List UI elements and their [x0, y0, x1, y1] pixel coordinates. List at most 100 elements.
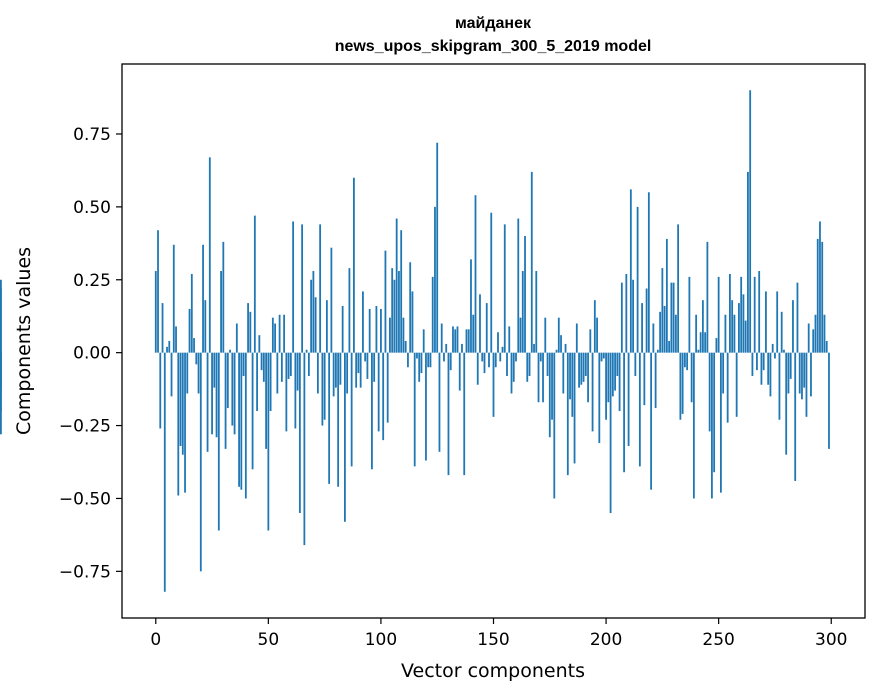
chart-title: майданек: [455, 15, 532, 32]
bar: [325, 300, 328, 353]
bar: [407, 352, 409, 368]
bar: [587, 352, 589, 403]
bar: [170, 352, 173, 397]
bar: [792, 300, 794, 353]
x-axis-ticks: 0 50 100 150 200 250 300: [150, 618, 847, 650]
bar: [404, 341, 407, 353]
bar: [535, 271, 538, 353]
bar: [825, 341, 828, 353]
bar: [474, 195, 477, 353]
bars-group: [0, 90, 830, 592]
bar: [334, 352, 337, 388]
bar: [810, 352, 812, 397]
bar: [528, 352, 531, 376]
bar: [562, 352, 565, 394]
bar: [305, 349, 308, 353]
bar: [316, 352, 319, 394]
bar: [267, 352, 270, 531]
x-tick-label: 50: [258, 630, 280, 650]
bar: [521, 271, 524, 353]
bar: [643, 352, 646, 406]
bar: [492, 352, 495, 417]
bar: [344, 352, 346, 522]
bar: [0, 352, 2, 411]
bar: [533, 343, 535, 353]
bar: [321, 352, 324, 426]
bar: [609, 352, 612, 514]
bar: [751, 352, 754, 376]
bar: [526, 352, 529, 382]
bar: [411, 291, 414, 353]
bar: [524, 236, 526, 353]
bar: [688, 276, 691, 353]
bar: [744, 320, 747, 353]
bar: [738, 303, 740, 353]
bar: [393, 279, 396, 353]
bar: [452, 326, 454, 353]
plot-frame: [121, 63, 866, 619]
bar: [350, 352, 353, 467]
bar: [758, 271, 761, 353]
bar: [801, 352, 803, 400]
bar: [553, 352, 556, 499]
bar: [362, 291, 364, 353]
x-tick-label: 100: [365, 630, 397, 650]
bar: [717, 276, 720, 353]
bar: [181, 352, 184, 455]
bar: [332, 352, 335, 397]
bar: [154, 271, 157, 353]
bar: [652, 323, 655, 353]
bar: [222, 241, 225, 353]
bar: [260, 352, 263, 371]
bar: [823, 314, 826, 353]
bar: [771, 343, 774, 353]
bar: [213, 352, 216, 388]
bar: [197, 352, 200, 394]
bar: [298, 352, 301, 514]
bar: [515, 352, 517, 362]
x-tick-label: 150: [477, 630, 509, 650]
bar: [605, 352, 607, 420]
bar: [767, 352, 770, 385]
bar: [274, 323, 276, 353]
bar: [681, 352, 684, 414]
bar: [753, 276, 756, 353]
bar: [157, 230, 159, 353]
bar: [380, 308, 382, 353]
bar: [445, 343, 448, 353]
bar: [400, 230, 403, 353]
bar: [341, 306, 344, 353]
bar: [785, 352, 788, 455]
bar: [328, 352, 331, 484]
bar: [690, 352, 693, 403]
bar: [629, 189, 632, 353]
bar: [339, 352, 342, 385]
bar: [416, 352, 418, 359]
bar: [571, 352, 574, 417]
bar: [425, 352, 427, 461]
bar: [548, 352, 551, 438]
bar: [578, 352, 580, 388]
bar: [819, 221, 821, 353]
bar: [418, 352, 421, 382]
bar: [674, 314, 677, 353]
bar: [733, 314, 736, 353]
bar: [330, 247, 333, 353]
bar: [161, 303, 164, 353]
bar: [704, 332, 707, 353]
bar: [539, 352, 542, 362]
bar: [512, 352, 515, 382]
bar: [258, 335, 261, 353]
bar: [438, 352, 441, 452]
bar: [249, 311, 252, 353]
bar: [807, 323, 810, 353]
bar: [749, 90, 752, 353]
bar: [517, 218, 520, 353]
bar: [566, 352, 569, 476]
bar: [794, 352, 797, 481]
bar: [366, 352, 369, 379]
bar: [645, 288, 648, 353]
bar: [747, 171, 749, 353]
